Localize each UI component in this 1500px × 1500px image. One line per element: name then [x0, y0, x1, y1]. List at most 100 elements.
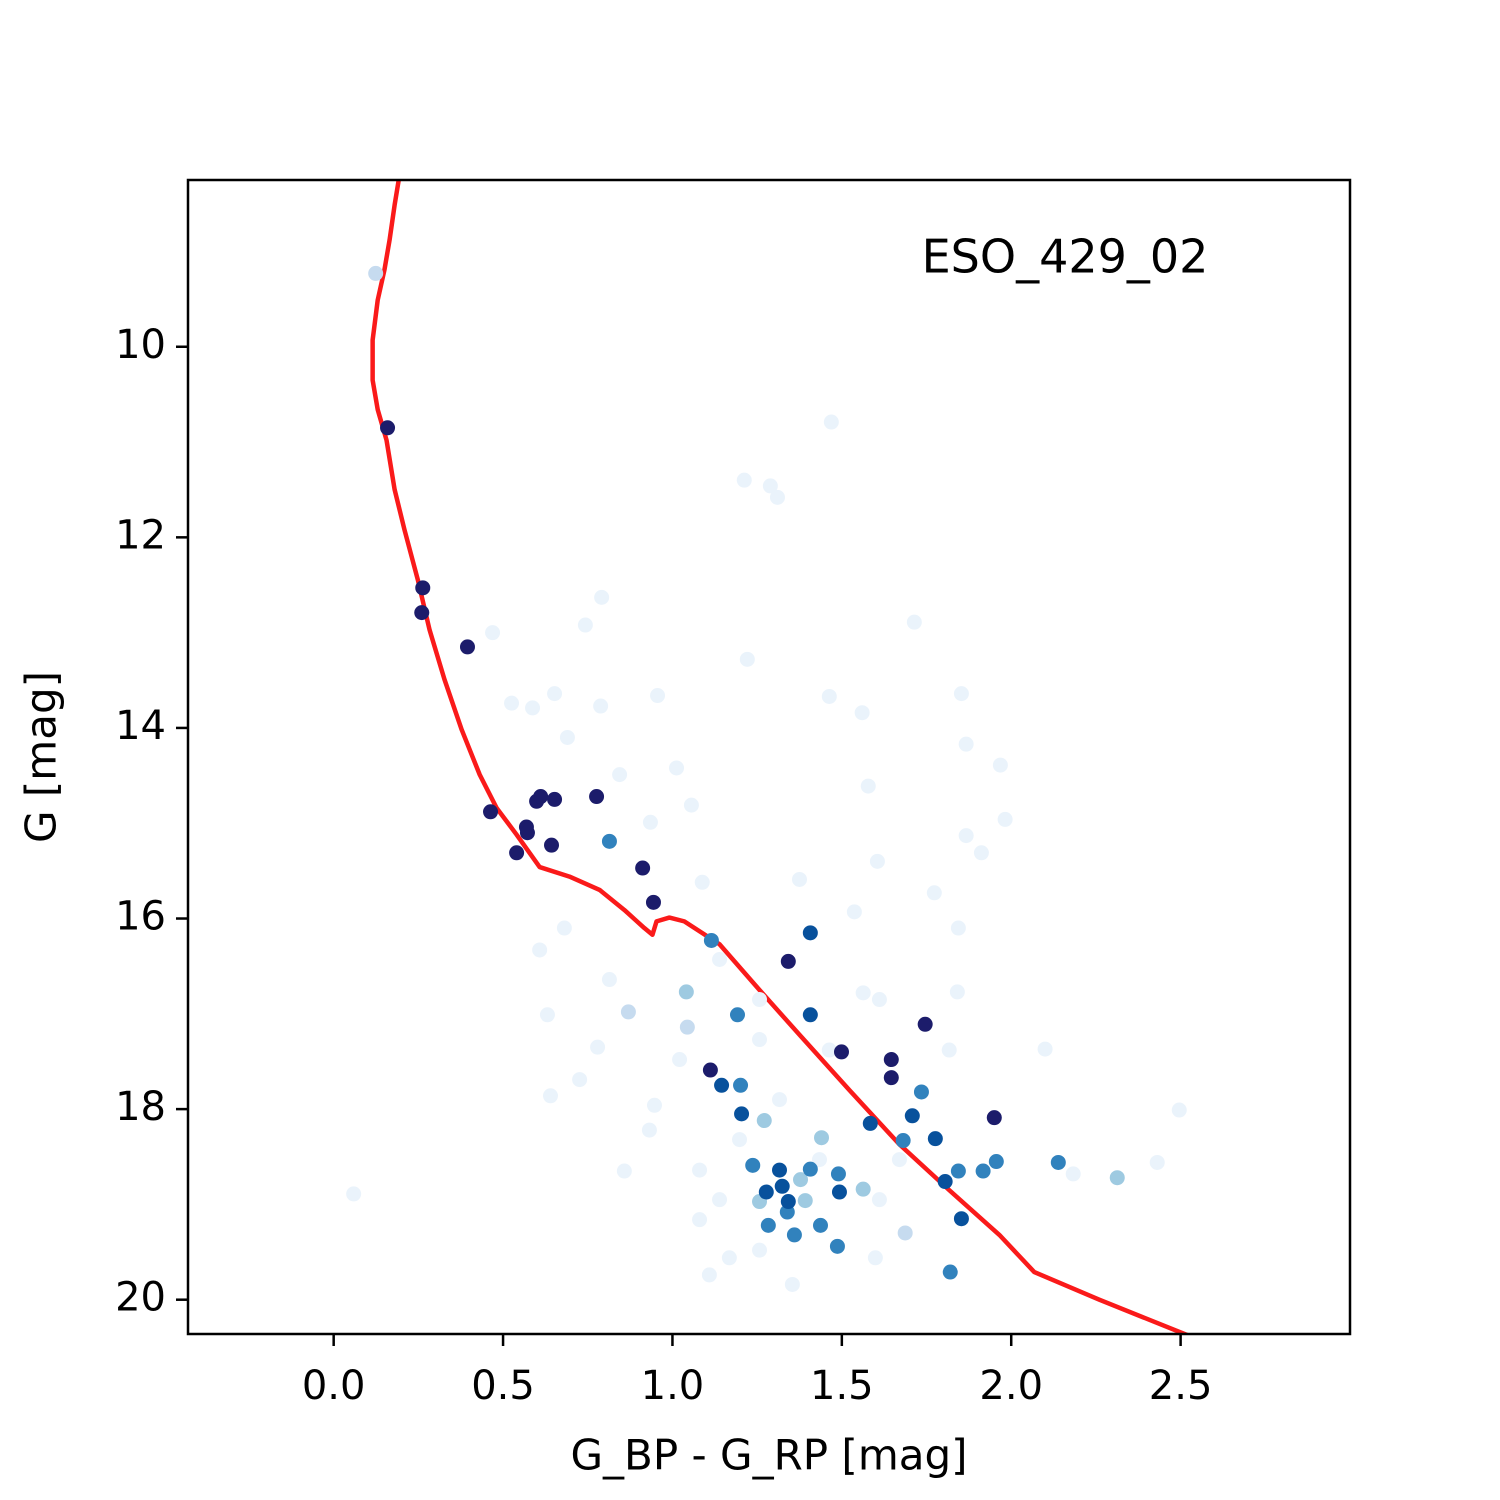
star-point: [752, 992, 768, 1008]
star-point: [797, 1193, 813, 1209]
star-point: [635, 860, 651, 876]
star-point: [532, 942, 548, 958]
star-point: [917, 1016, 933, 1032]
star-point: [823, 414, 839, 430]
star-point: [973, 845, 989, 861]
star-point: [871, 1192, 887, 1208]
star-point: [897, 1225, 913, 1241]
annotation: ESO_429_02: [922, 230, 1209, 284]
axes: 0.0 0.5 1.0 1.5 2.0 2.5 10 12 14 16 18 20: [115, 322, 1212, 1409]
y-tick-label: 16: [115, 894, 166, 940]
x-tick-label: 1.0: [641, 1363, 705, 1409]
star-point: [958, 736, 974, 752]
star-point: [895, 1133, 911, 1149]
y-tick-label: 10: [115, 322, 166, 368]
star-point: [854, 705, 870, 721]
star-point: [733, 1077, 749, 1093]
x-axis-label: G_BP - G_RP [mag]: [570, 1431, 967, 1480]
star-point: [525, 700, 541, 716]
star-point: [913, 1084, 929, 1100]
y-tick-label: 20: [115, 1275, 166, 1321]
star-point: [772, 1162, 788, 1178]
star-point: [547, 686, 563, 702]
star-point: [883, 1052, 899, 1068]
star-point: [830, 1166, 846, 1182]
star-point: [547, 791, 563, 807]
star-point: [702, 1062, 718, 1078]
star-point: [590, 1039, 606, 1055]
star-point: [769, 489, 785, 505]
star-point: [712, 1192, 728, 1208]
star-point: [645, 894, 661, 910]
star-point: [745, 1157, 761, 1173]
star-point: [774, 1178, 790, 1194]
star-point: [762, 478, 778, 494]
star-point: [679, 1019, 695, 1035]
star-point: [833, 1044, 849, 1060]
star-point: [953, 1211, 969, 1227]
star-point: [904, 1108, 920, 1124]
star-point: [891, 1152, 907, 1168]
star-point: [620, 1004, 636, 1020]
star-point: [732, 1132, 748, 1148]
star-point: [802, 925, 818, 941]
star-point: [1109, 1170, 1125, 1186]
star-point: [786, 1227, 802, 1243]
star-point: [533, 789, 549, 805]
star-point: [703, 932, 719, 948]
star-point: [780, 953, 796, 969]
star-point: [736, 472, 752, 488]
star-point: [975, 1163, 991, 1179]
star-point: [926, 885, 942, 901]
star-point: [380, 420, 396, 436]
star-point: [678, 984, 694, 1000]
star-point: [734, 1106, 750, 1122]
star-point: [1050, 1154, 1066, 1170]
x-tick-label: 1.5: [810, 1363, 874, 1409]
star-point: [950, 920, 966, 936]
star-point: [814, 1130, 830, 1146]
star-point: [784, 1276, 800, 1292]
star-point: [692, 1162, 708, 1178]
star-point: [692, 1212, 708, 1228]
star-point: [593, 698, 609, 714]
star-point: [669, 760, 685, 776]
star-point: [958, 828, 974, 844]
star-point: [752, 1032, 768, 1048]
star-point: [937, 1174, 953, 1190]
star-point: [953, 686, 969, 702]
star-point: [683, 797, 699, 813]
star-point: [752, 1242, 768, 1258]
star-point: [714, 1077, 730, 1093]
star-point: [459, 639, 475, 655]
star-point: [1065, 1166, 1081, 1182]
star-point: [712, 951, 728, 967]
star-point: [642, 814, 658, 830]
star-point: [871, 992, 887, 1008]
star-point: [831, 1184, 847, 1200]
x-tick-label: 2.5: [1149, 1363, 1213, 1409]
star-point: [949, 984, 965, 1000]
star-point: [802, 1007, 818, 1023]
star-point: [855, 985, 871, 1001]
star-point: [992, 757, 1008, 773]
y-axis-label: G [mag]: [17, 671, 66, 843]
star-point: [485, 625, 501, 641]
y-tick-label: 18: [115, 1084, 166, 1130]
star-point: [368, 265, 384, 281]
star-point: [942, 1264, 958, 1280]
star-point: [927, 1131, 943, 1147]
star-point: [1171, 1102, 1187, 1118]
star-point: [694, 874, 710, 890]
star-point: [1149, 1154, 1165, 1170]
star-point: [414, 605, 430, 621]
star-point: [519, 825, 535, 841]
star-point: [821, 688, 837, 704]
star-point: [869, 853, 885, 869]
star-point: [855, 1181, 871, 1197]
star-point: [988, 1154, 1004, 1170]
star-point: [791, 871, 807, 887]
star-point: [772, 1092, 788, 1108]
star-point: [941, 1042, 957, 1058]
